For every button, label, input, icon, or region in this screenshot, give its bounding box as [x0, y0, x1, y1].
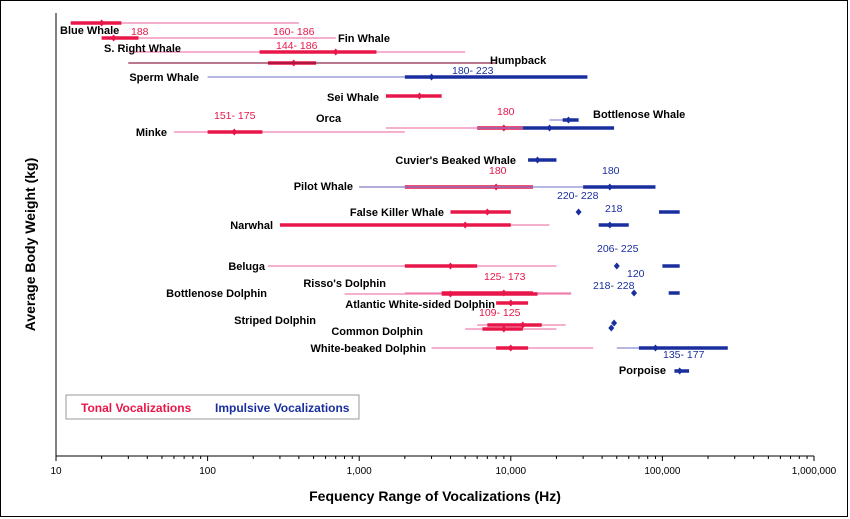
range-annotation: 218 — [605, 203, 623, 215]
species-label-pilot-whale: Pilot Whale — [294, 181, 353, 193]
common-dolphin-tonal-marker — [500, 325, 507, 333]
range-annotation: 180 — [489, 165, 507, 177]
sperm-whale-impulsive-marker — [428, 73, 435, 81]
x-tick-label: 100 — [199, 466, 216, 477]
species-label-common-dolphin: Common Dolphin — [331, 326, 423, 338]
species-label-striped-dolphin: Striped Dolphin — [234, 315, 316, 327]
species-label-narwhal: Narwhal — [230, 220, 273, 232]
narwhal-impulsive-marker — [606, 221, 613, 229]
species-label-risso-s-dolphin: Risso's Dolphin — [303, 278, 386, 290]
species-label-false-killer-whale: False Killer Whale — [350, 207, 444, 219]
species-label-white-beaked-dolphin: White-beaked Dolphin — [311, 343, 427, 355]
striped-dolphin-tonal-marker — [519, 321, 526, 329]
false-killer-whale-impulsive-marker — [575, 208, 582, 216]
false-killer-whale-tonal-marker — [484, 208, 491, 216]
range-annotation: 160- 186 — [273, 26, 315, 38]
range-annotation: 206- 225 — [597, 243, 639, 255]
x-tick-label: 100,000 — [644, 466, 681, 477]
porpoise-impulsive-marker — [676, 367, 683, 375]
species-label-bottlenose-whale: Bottlenose Whale — [593, 109, 685, 121]
range-annotation: 125- 173 — [484, 271, 526, 283]
x-tick-label: 1,000 — [347, 466, 372, 477]
species-label-cuvier-s-beaked-whale: Cuvier's Beaked Whale — [395, 155, 516, 167]
species-label-s-right-whale: S. Right Whale — [104, 43, 181, 55]
axes: 10 100 1,000 10,000 100,000 1,000,000 — [50, 13, 837, 477]
range-annotation: 120 — [627, 268, 645, 280]
beluga-impulsive-marker — [613, 262, 620, 270]
legend-tonal: Tonal Vocalizations — [81, 401, 192, 415]
species-label-orca: Orca — [316, 113, 342, 125]
legend: Tonal Vocalizations Impulsive Vocalizatio… — [65, 394, 360, 420]
species-label-blue-whale: Blue Whale — [60, 25, 119, 37]
species-label-sperm-whale: Sperm Whale — [129, 72, 199, 84]
x-tick-label: 1,000,000 — [792, 466, 837, 477]
species-label-minke: Minke — [136, 127, 167, 139]
bars — [70, 19, 728, 375]
species-label-atlantic-white-sided-dolphin: Atlantic White-sided Dolphin — [345, 299, 495, 311]
range-annotation: 218- 228 — [593, 280, 635, 292]
range-annotation: 220- 228 — [557, 190, 599, 202]
s-right-whale-tonal-marker — [332, 48, 339, 56]
x-tick-label: 10 — [50, 466, 62, 477]
legend-box — [65, 394, 360, 420]
range-annotation: 144- 186 — [276, 40, 318, 52]
x-axis-label: Fequency Range of Vocalizations (Hz) — [309, 488, 561, 504]
species-label-sei-whale: Sei Whale — [327, 92, 379, 104]
range-annotation: 109- 125 — [479, 307, 521, 319]
species-label-humpback: Humpback — [490, 55, 547, 67]
bottlenose-dolphin-tonal-marker — [447, 290, 454, 298]
range-annotation: 180 — [602, 165, 620, 177]
species-label-fin-whale: Fin Whale — [338, 33, 390, 45]
bottlenose-whale-impulsive-marker — [565, 116, 572, 124]
x-tick-label: 10,000 — [496, 466, 527, 477]
range-annotation: 180 — [497, 106, 515, 118]
common-dolphin-impulsive-marker — [608, 324, 615, 332]
atlantic-white-sided-dolphin-tonal-marker — [507, 299, 514, 307]
cuvier-s-beaked-whale-impulsive-marker — [534, 156, 541, 164]
range-annotation: 135- 177 — [663, 349, 705, 361]
range-annotation: 151- 175 — [214, 110, 256, 122]
white-beaked-dolphin-impulsive-marker — [652, 344, 659, 352]
species-labels: Blue Whale Fin Whale S. Right Whale Humpbac… — [60, 25, 685, 377]
legend-impulsive: Impulsive Vocalizations — [215, 401, 350, 415]
atlantic-white-sided-dolphin-impulsive-marker — [611, 319, 618, 327]
beluga-tonal-marker — [447, 262, 454, 270]
blue-whale-tonal-marker — [98, 19, 105, 27]
pilot-whale-impulsive-marker — [606, 183, 613, 191]
species-label-porpoise: Porpoise — [619, 365, 666, 377]
narwhal-tonal-marker — [462, 221, 469, 229]
y-axis-label: Average Body Weight (kg) — [22, 158, 38, 331]
sei-whale-tonal-marker — [416, 92, 423, 100]
fin-whale-tonal-marker — [110, 34, 117, 42]
range-annotations: 188 160- 186 144- 186 180- 223 151- 175 180 18… — [131, 26, 705, 361]
bottlenose-dolphin-impulsive-marker — [631, 289, 638, 297]
species-label-bottlenose-dolphin: Bottlenose Dolphin — [166, 288, 267, 300]
orca-impulsive-marker — [546, 124, 553, 132]
range-annotation: 188 — [131, 26, 149, 38]
minke-tonal-marker — [231, 128, 238, 136]
species-label-beluga: Beluga — [228, 261, 266, 273]
white-beaked-dolphin-tonal-marker — [507, 344, 514, 352]
range-annotation: 180- 223 — [452, 65, 494, 77]
